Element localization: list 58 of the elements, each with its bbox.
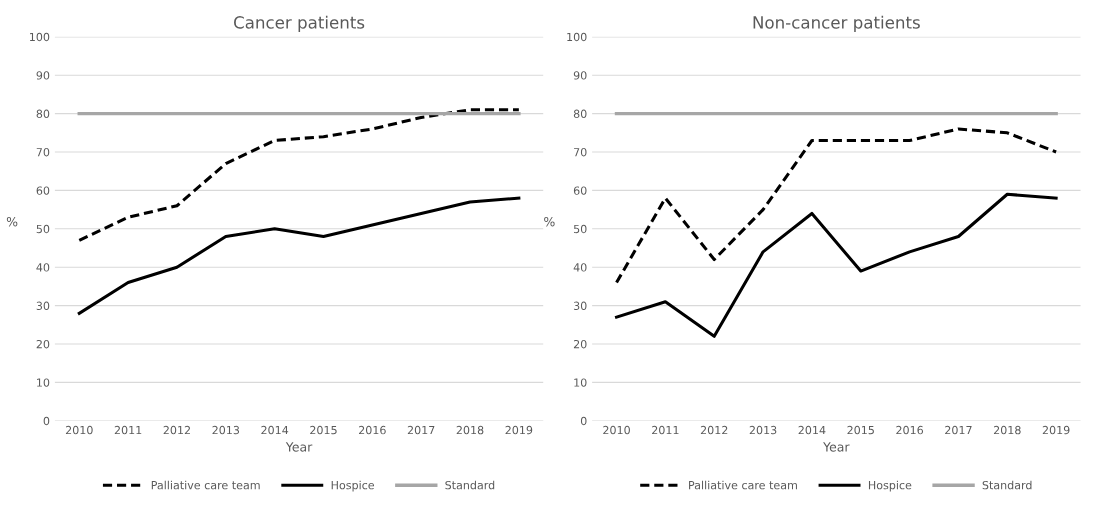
chart-title: Non-cancer patients: [753, 15, 920, 32]
legend-label: Standard: [445, 480, 495, 490]
x-tick-label: 2010: [65, 425, 93, 435]
x-tick-label: 2017: [945, 425, 972, 435]
legend-label: Palliative care team: [689, 480, 797, 490]
y-tick-label: 80: [573, 109, 587, 118]
x-tick-label: 2019: [1042, 425, 1070, 435]
y-tick-label: 50: [573, 224, 587, 234]
y-axis-title: %: [6, 216, 18, 227]
x-tick-label: 2018: [993, 425, 1021, 435]
x-tick-label: 2014: [261, 425, 289, 435]
y-tick-label: 90: [573, 71, 587, 80]
x-tick-label: 2012: [700, 425, 728, 435]
y-tick-label: 80: [36, 109, 50, 118]
chart-title: Cancer patients: [234, 15, 365, 32]
x-tick-label: 2019: [505, 425, 533, 435]
legend-label: Standard: [982, 480, 1032, 490]
x-tick-label: 2010: [603, 425, 630, 435]
y-tick-label: 70: [36, 147, 50, 157]
y-tick-label: 100: [30, 32, 50, 42]
y-tick-label: 30: [36, 301, 50, 310]
x-tick-label: 2013: [212, 425, 240, 435]
y-axis-title: %: [544, 216, 555, 227]
x-axis-title: Year: [823, 442, 850, 452]
x-tick-label: 2016: [359, 425, 386, 435]
x-tick-label: 2011: [114, 425, 142, 435]
line-series: [77, 196, 521, 315]
line-series: [615, 127, 1058, 285]
legend-label: Hospice: [331, 480, 375, 492]
x-tick-label: 2015: [310, 425, 337, 435]
x-tick-label: 2011: [652, 425, 679, 435]
legend-label: Palliative care team: [151, 480, 260, 490]
y-tick-label: 40: [36, 263, 50, 272]
y-tick-label: 100: [567, 32, 587, 42]
line-series: [77, 108, 521, 242]
x-tick-label: 2016: [896, 425, 924, 435]
x-tick-label: 2012: [163, 425, 190, 435]
y-tick-label: 20: [36, 339, 50, 349]
y-tick-label: 50: [36, 224, 50, 234]
y-tick-label: 90: [36, 71, 50, 80]
x-tick-label: 2014: [798, 425, 826, 435]
y-tick-label: 30: [573, 301, 587, 310]
y-tick-label: 10: [574, 378, 587, 387]
y-tick-label: 10: [37, 378, 50, 387]
y-tick-label: 60: [36, 186, 50, 195]
y-tick-label: 70: [574, 147, 587, 157]
x-tick-label: 2015: [847, 425, 874, 435]
x-tick-label: 2017: [407, 425, 435, 435]
x-tick-label: 2013: [749, 425, 777, 435]
y-tick-label: 0: [43, 416, 50, 426]
y-tick-label: 20: [573, 339, 587, 349]
x-axis-title: Year: [285, 442, 313, 452]
x-tick-label: 2018: [456, 425, 484, 435]
line-series: [615, 192, 1058, 338]
y-tick-label: 60: [573, 186, 587, 195]
legend-label: Hospice: [868, 480, 912, 492]
y-tick-label: 40: [573, 263, 587, 272]
y-tick-label: 0: [580, 416, 587, 426]
